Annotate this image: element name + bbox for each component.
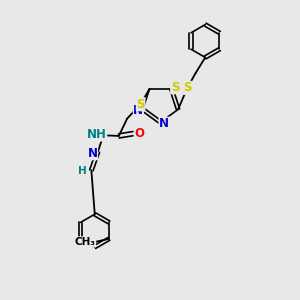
- Text: CH₃: CH₃: [75, 237, 96, 247]
- Text: S: S: [171, 81, 179, 94]
- Text: O: O: [134, 127, 144, 140]
- Text: S: S: [136, 98, 145, 111]
- Text: NH: NH: [87, 128, 107, 141]
- Text: N: N: [159, 117, 169, 130]
- Text: N: N: [134, 104, 143, 117]
- Text: S: S: [183, 81, 192, 94]
- Text: H: H: [78, 166, 87, 176]
- Text: N: N: [88, 147, 98, 160]
